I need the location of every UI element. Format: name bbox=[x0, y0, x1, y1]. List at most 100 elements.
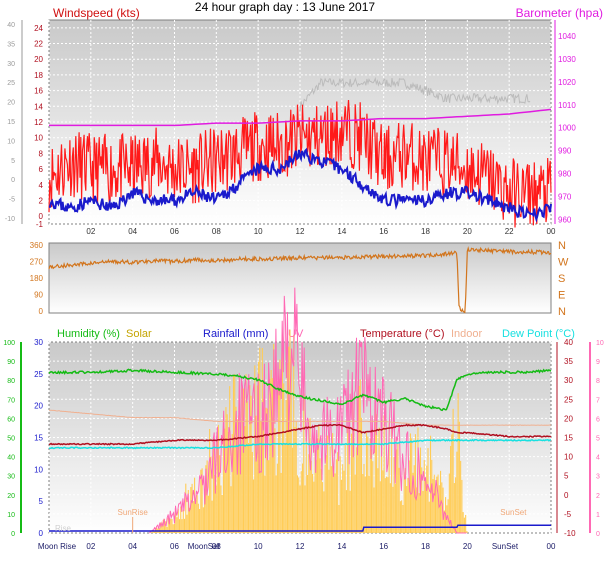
legend-item: Temperature (°C) bbox=[360, 328, 444, 340]
direction-tick-label: 180 bbox=[30, 274, 44, 283]
uv-tick-label: 7 bbox=[596, 397, 600, 404]
uv-tick-label: 10 bbox=[596, 340, 604, 347]
wind-x-tick-label: 12 bbox=[296, 227, 305, 236]
uv-series-line bbox=[149, 287, 467, 534]
temp-x-tick-label: 04 bbox=[128, 542, 137, 551]
baro-tick-label: 1010 bbox=[558, 101, 576, 110]
baro-tick-label: 1000 bbox=[558, 124, 576, 133]
wind-outer-tick-label: 30 bbox=[7, 61, 15, 68]
rain-tick-label: 20 bbox=[34, 402, 43, 411]
temp-tick-label: 20 bbox=[564, 414, 573, 423]
temp-x-tick-label: 14 bbox=[337, 542, 346, 551]
rain-tick-label: 5 bbox=[39, 497, 44, 506]
rain-tick-label: 25 bbox=[34, 370, 43, 379]
direction-tick-label: 360 bbox=[30, 241, 44, 250]
baro-tick-label: 990 bbox=[558, 147, 572, 156]
humidity-tick-label: 70 bbox=[7, 397, 15, 404]
wind-gray-series-line bbox=[299, 76, 531, 112]
wind-x-tick-label: 04 bbox=[128, 227, 137, 236]
wind-y-tick-label: 8 bbox=[39, 149, 44, 158]
temp-tick-label: 0 bbox=[564, 491, 569, 500]
temp-x-tick-label: 06 bbox=[170, 542, 179, 551]
barometer-series-line bbox=[49, 108, 552, 127]
uv-tick-label: 5 bbox=[596, 436, 600, 443]
wind-x-tick-label: 22 bbox=[505, 227, 514, 236]
wind-x-tick-label: 18 bbox=[421, 227, 430, 236]
wind-y-tick-label: 20 bbox=[34, 55, 43, 64]
wind-y-tick-label: 6 bbox=[39, 165, 44, 174]
legend-item: Rainfall (mm) bbox=[203, 328, 268, 340]
temp-panel-series-line bbox=[48, 423, 552, 446]
wind-outer-tick-label: 5 bbox=[11, 158, 15, 165]
direction-plot-area bbox=[48, 242, 552, 314]
temp-x-tick-label: 18 bbox=[421, 542, 430, 551]
temp-tick-label: -10 bbox=[564, 529, 576, 538]
wind-outer-tick-label: -5 bbox=[9, 197, 15, 204]
temp-tick-label: -5 bbox=[564, 510, 572, 519]
humidity-tick-label: 10 bbox=[7, 512, 15, 519]
uv-tick-label: 3 bbox=[596, 474, 600, 481]
legend-item: Solar bbox=[126, 328, 152, 340]
direction-series-line bbox=[48, 245, 552, 314]
wind-outer-tick-label: 35 bbox=[7, 41, 15, 48]
legend-item: Indoor bbox=[451, 328, 483, 340]
humidity-tick-label: 100 bbox=[3, 340, 15, 347]
temp-tick-label: 40 bbox=[564, 338, 573, 347]
temp-tick-label: 35 bbox=[564, 357, 573, 366]
uv-tick-label: 0 bbox=[596, 531, 600, 538]
temp-tick-label: 15 bbox=[564, 434, 573, 443]
baro-tick-label: 970 bbox=[558, 192, 572, 201]
humidity-tick-label: 50 bbox=[7, 436, 15, 443]
temp-x-tick-label: 02 bbox=[86, 542, 95, 551]
sunset-annotation: SunSet bbox=[500, 508, 527, 517]
rain-tick-label: 15 bbox=[34, 434, 43, 443]
wind-gust-series-line bbox=[48, 99, 552, 228]
humidity-tick-label: 60 bbox=[7, 416, 15, 423]
temp-x-tick-label: MoonSet bbox=[188, 542, 221, 551]
uv-tick-label: 8 bbox=[596, 378, 600, 385]
wind-outer-tick-label: 0 bbox=[11, 177, 15, 184]
humidity-tick-label: 30 bbox=[7, 474, 15, 481]
humidity-tick-label: 40 bbox=[7, 455, 15, 462]
temp-x-tick-label: 00 bbox=[547, 542, 556, 551]
uv-tick-label: 1 bbox=[596, 512, 600, 519]
temp-panel-series-line bbox=[48, 438, 552, 450]
direction-tick-label: 0 bbox=[39, 307, 44, 316]
compass-tick-label: N bbox=[558, 306, 566, 318]
baro-tick-label: 1030 bbox=[558, 55, 576, 64]
wind-y-tick-label: 0 bbox=[39, 212, 44, 221]
temp-panel-series-line bbox=[48, 368, 552, 412]
temp-tick-label: 5 bbox=[564, 472, 569, 481]
wind-outer-tick-label: 25 bbox=[7, 80, 15, 87]
baro-tick-label: 960 bbox=[558, 215, 572, 224]
compass-tick-label: E bbox=[558, 290, 565, 302]
temp-x-tick-label: 16 bbox=[379, 542, 388, 551]
wind-outer-tick-label: 20 bbox=[7, 100, 15, 107]
wind-outer-tick-label: 10 bbox=[7, 138, 15, 145]
humidity-tick-label: 80 bbox=[7, 378, 15, 385]
temp-x-tick-label: 20 bbox=[463, 542, 472, 551]
rain-tick-label: 30 bbox=[34, 338, 43, 347]
direction-tick-label: 90 bbox=[34, 291, 43, 300]
wind-x-tick-label: 02 bbox=[86, 227, 95, 236]
wind-x-tick-label: 10 bbox=[254, 227, 263, 236]
sunrise-annotation: SunRise bbox=[118, 508, 149, 517]
compass-tick-label: S bbox=[558, 273, 565, 285]
wind-y-tick-label: 24 bbox=[34, 24, 43, 33]
temp-tick-label: 25 bbox=[564, 395, 573, 404]
wind-y-tick-label: 14 bbox=[34, 102, 43, 111]
wind-y-tick-label: 2 bbox=[39, 196, 44, 205]
wind-x-tick-label: 00 bbox=[547, 227, 556, 236]
wind-y-tick-label: 18 bbox=[34, 71, 43, 80]
wind-x-tick-label: 08 bbox=[212, 227, 221, 236]
wind-x-tick-label: 16 bbox=[379, 227, 388, 236]
wind-x-tick-label: 14 bbox=[337, 227, 346, 236]
wind-y-tick-label: 12 bbox=[34, 118, 43, 127]
temp-x-tick-label: 12 bbox=[296, 542, 305, 551]
temp-tick-label: 10 bbox=[564, 453, 573, 462]
temp-x-tick-label: Moon Rise bbox=[38, 542, 77, 551]
graph-title: 24 hour graph day : 13 June 2017 bbox=[195, 0, 375, 14]
wind-outer-tick-label: -10 bbox=[5, 216, 15, 223]
